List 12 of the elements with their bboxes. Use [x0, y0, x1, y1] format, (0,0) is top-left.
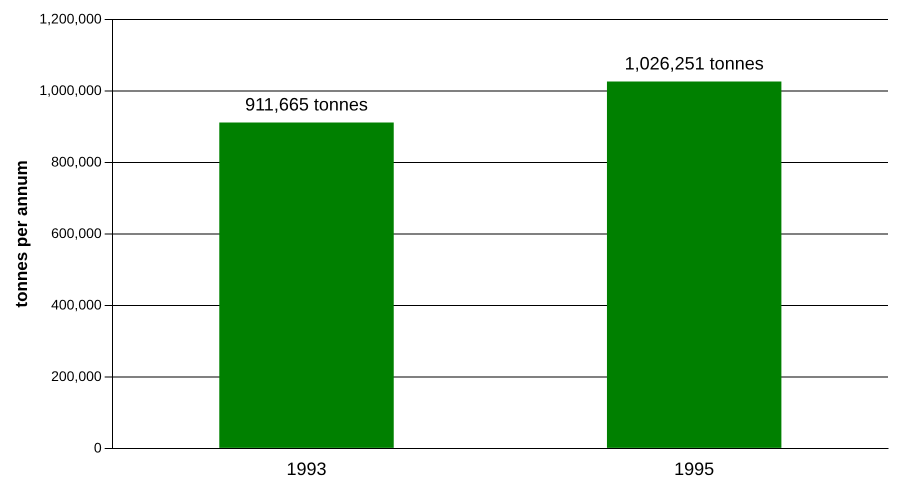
y-tick-label: 400,000	[51, 296, 102, 312]
y-tick-label: 200,000	[51, 368, 102, 384]
y-tick-label: 600,000	[51, 224, 102, 241]
y-tick-label: 1,200,000	[39, 10, 102, 26]
y-tick-label: 800,000	[51, 153, 102, 170]
data-label: 911,665 tonnes	[245, 94, 368, 114]
y-tick-label: 0	[94, 439, 102, 456]
y-axis-title: tonnes per annum	[12, 160, 31, 308]
x-tick-label: 1995	[674, 459, 714, 480]
y-tick-label: 1,000,000	[39, 82, 102, 98]
data-label: 1,026,251 tonnes	[624, 53, 764, 74]
x-tick-label: 1993	[286, 459, 327, 480]
